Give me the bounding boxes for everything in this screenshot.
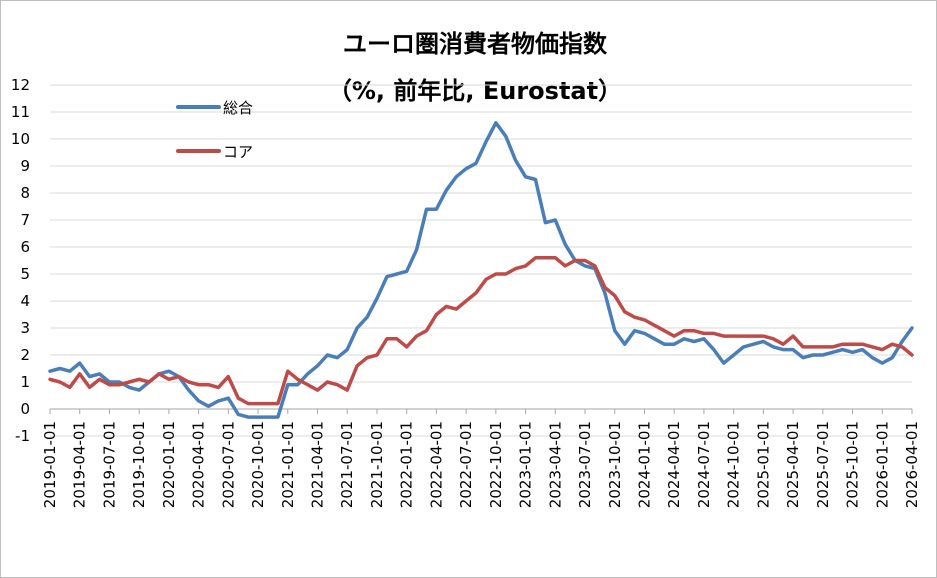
x-tick-label: 2025-07-01 [814,421,832,508]
x-tick-label: 2024-10-01 [725,421,743,508]
y-tick-label: 10 [11,130,30,148]
x-tick-label: 2023-10-01 [606,421,624,508]
legend: 総合 コア [176,99,253,161]
x-tick-label: 2026-01-01 [873,421,891,508]
x-tick-label: 2021-04-01 [309,421,327,508]
x-tick-label: 2025-01-01 [754,421,772,508]
x-tick-label: 2019-04-01 [71,421,89,508]
chart-title: ユーロ圏消費者物価指数 [343,30,608,58]
x-tick-label: 2024-01-01 [635,421,653,508]
y-tick-label: 4 [20,292,30,310]
gridlines [50,84,912,437]
x-tick-label: 2024-07-01 [695,421,713,508]
x-axis-ticks: 2019-01-01 2019-04-01 2019-07-01 2019-10-01… [41,409,921,508]
y-tick-label: 3 [20,319,30,337]
x-tick-label: 2019-10-01 [130,421,148,508]
chart-subtitle: （%, 前年比, Eurostat） [328,77,622,105]
y-tick-label: 12 [11,76,30,94]
x-tick-label: 2022-04-01 [427,421,445,508]
x-tick-label: 2022-07-01 [457,421,475,508]
y-tick-label: 0 [20,400,30,418]
y-tick-label: 2 [20,346,30,364]
y-tick-label: 7 [20,211,30,229]
y-tick-label: 1 [20,373,30,391]
x-tick-label: 2025-10-01 [844,421,862,508]
y-tick-label: 5 [20,265,30,283]
legend-label-series-0: 総合 [223,99,253,117]
x-tick-label: 2023-01-01 [517,421,535,508]
y-tick-label: 9 [20,157,30,175]
legend-label-series-1: コア [223,143,253,161]
y-tick-label: -1 [15,427,30,445]
x-tick-label: 2020-01-01 [160,421,178,508]
x-tick-label: 2022-01-01 [398,421,416,508]
x-tick-label: 2021-07-01 [338,421,356,508]
y-tick-label: 11 [11,103,30,121]
x-tick-label: 2019-01-01 [41,421,59,508]
series-lines [48,121,914,419]
series-line-0 [48,121,914,419]
x-tick-label: 2019-07-01 [100,421,118,508]
x-tick-label: 2021-10-01 [368,421,386,508]
x-tick-label: 2025-04-01 [784,421,802,508]
x-tick-label: 2020-07-01 [219,421,237,508]
x-tick-label: 2022-10-01 [487,421,505,508]
x-tick-label: 2020-04-01 [190,421,208,508]
y-tick-label: 8 [20,184,30,202]
x-tick-label: 2026-04-01 [903,421,921,508]
x-tick-label: 2024-04-01 [665,421,683,508]
x-tick-label: 2023-04-01 [546,421,564,508]
series-line-1 [48,256,914,406]
y-tick-label: 6 [20,238,30,256]
x-tick-label: 2020-10-01 [249,421,267,508]
x-tick-label: 2021-01-01 [279,421,297,508]
x-tick-label: 2023-07-01 [576,421,594,508]
